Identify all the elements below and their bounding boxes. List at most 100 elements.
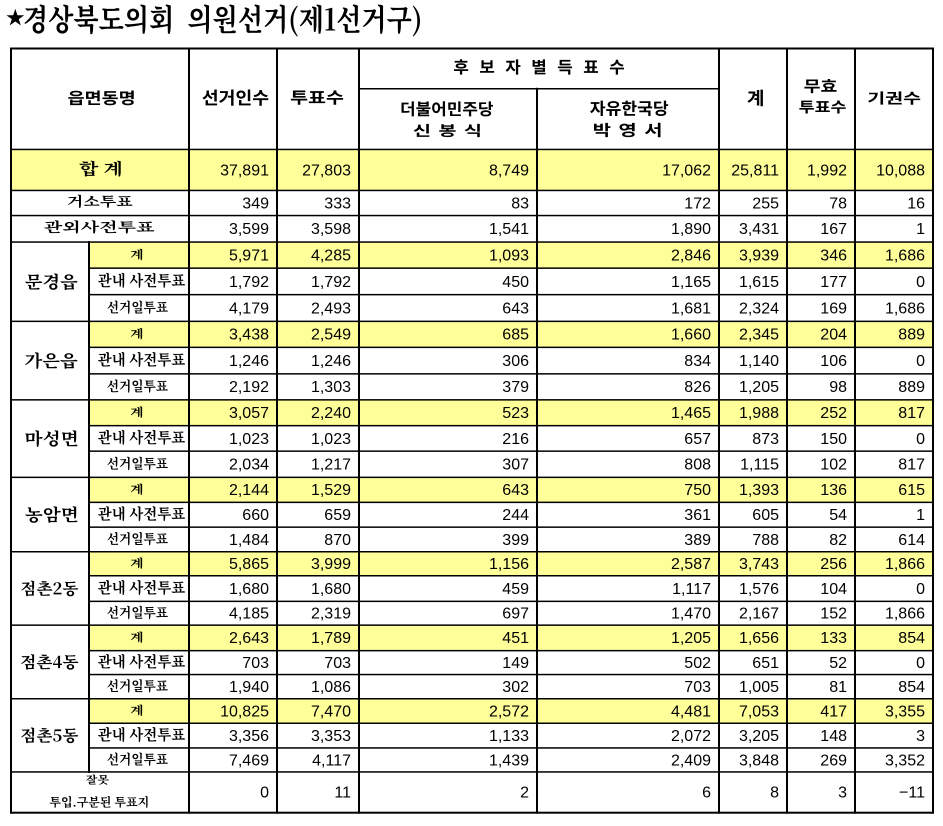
svg-text:169: 169 bbox=[820, 300, 847, 317]
svg-text:2,409: 2,409 bbox=[671, 752, 711, 769]
svg-text:346: 346 bbox=[820, 248, 847, 265]
svg-text:4,285: 4,285 bbox=[311, 248, 351, 265]
svg-text:854: 854 bbox=[898, 630, 925, 647]
svg-text:2,643: 2,643 bbox=[229, 630, 269, 647]
svg-text:3,598: 3,598 bbox=[311, 221, 351, 238]
svg-text:643: 643 bbox=[502, 300, 529, 317]
svg-text:1,205: 1,205 bbox=[671, 630, 711, 647]
svg-text:104: 104 bbox=[820, 581, 847, 598]
svg-text:651: 651 bbox=[752, 655, 779, 672]
svg-text:750: 750 bbox=[684, 482, 711, 499]
svg-text:1,165: 1,165 bbox=[671, 274, 711, 291]
svg-text:102: 102 bbox=[820, 457, 847, 474]
svg-text:149: 149 bbox=[502, 655, 529, 672]
svg-text:37,891: 37,891 bbox=[220, 162, 269, 179]
svg-text:0: 0 bbox=[260, 785, 269, 802]
svg-text:2,572: 2,572 bbox=[489, 703, 529, 720]
svg-text:1,023: 1,023 bbox=[229, 431, 269, 448]
svg-text:1,686: 1,686 bbox=[885, 300, 925, 317]
svg-text:2,034: 2,034 bbox=[229, 457, 269, 474]
svg-text:133: 133 bbox=[820, 630, 847, 647]
svg-text:106: 106 bbox=[820, 353, 847, 370]
svg-text:3,355: 3,355 bbox=[885, 703, 925, 720]
svg-text:1,992: 1,992 bbox=[807, 162, 847, 179]
svg-text:4,481: 4,481 bbox=[671, 703, 711, 720]
svg-text:643: 643 bbox=[502, 482, 529, 499]
svg-text:1,133: 1,133 bbox=[489, 728, 529, 745]
svg-text:389: 389 bbox=[684, 532, 711, 549]
svg-text:1,681: 1,681 bbox=[671, 300, 711, 317]
svg-text:4,117: 4,117 bbox=[312, 752, 351, 769]
svg-text:150: 150 bbox=[820, 431, 847, 448]
svg-text:450: 450 bbox=[502, 274, 529, 291]
svg-text:417: 417 bbox=[820, 703, 847, 720]
svg-text:3,431: 3,431 bbox=[739, 221, 779, 238]
svg-text:82: 82 bbox=[829, 532, 847, 549]
svg-text:52: 52 bbox=[829, 655, 847, 672]
svg-text:703: 703 bbox=[242, 655, 269, 672]
svg-text:0: 0 bbox=[916, 274, 925, 291]
svg-text:660: 660 bbox=[242, 507, 269, 524]
svg-text:703: 703 bbox=[324, 655, 351, 672]
svg-text:10,088: 10,088 bbox=[876, 162, 925, 179]
svg-text:615: 615 bbox=[898, 482, 925, 499]
svg-text:1,866: 1,866 bbox=[885, 556, 925, 573]
svg-text:4,179: 4,179 bbox=[229, 300, 269, 317]
svg-text:1: 1 bbox=[916, 221, 925, 238]
svg-text:1,470: 1,470 bbox=[671, 606, 711, 623]
svg-text:1: 1 bbox=[916, 507, 925, 524]
svg-text:1,246: 1,246 bbox=[229, 353, 269, 370]
svg-text:1,005: 1,005 bbox=[739, 679, 779, 696]
svg-text:870: 870 bbox=[324, 532, 351, 549]
svg-text:2,587: 2,587 bbox=[671, 556, 711, 573]
svg-text:685: 685 bbox=[502, 327, 529, 344]
svg-text:2: 2 bbox=[520, 785, 529, 802]
svg-text:10,825: 10,825 bbox=[220, 703, 269, 720]
svg-text:83: 83 bbox=[511, 195, 529, 212]
svg-text:399: 399 bbox=[502, 532, 529, 549]
svg-text:302: 302 bbox=[502, 679, 529, 696]
svg-text:1,866: 1,866 bbox=[885, 606, 925, 623]
svg-text:459: 459 bbox=[502, 581, 529, 598]
svg-text:1,529: 1,529 bbox=[311, 482, 351, 499]
svg-text:361: 361 bbox=[684, 507, 711, 524]
svg-text:148: 148 bbox=[820, 728, 847, 745]
svg-text:1,439: 1,439 bbox=[489, 752, 529, 769]
svg-text:889: 889 bbox=[898, 379, 925, 396]
svg-text:889: 889 bbox=[898, 327, 925, 344]
svg-text:54: 54 bbox=[829, 507, 847, 524]
svg-text:3,352: 3,352 bbox=[885, 752, 925, 769]
svg-text:657: 657 bbox=[684, 431, 711, 448]
svg-text:1,615: 1,615 bbox=[739, 274, 779, 291]
svg-text:5,971: 5,971 bbox=[229, 248, 269, 265]
svg-text:1,686: 1,686 bbox=[885, 248, 925, 265]
svg-text:502: 502 bbox=[684, 655, 711, 672]
svg-text:0: 0 bbox=[916, 431, 925, 448]
svg-text:98: 98 bbox=[829, 379, 847, 396]
svg-text:451: 451 bbox=[502, 630, 529, 647]
svg-text:0: 0 bbox=[916, 353, 925, 370]
svg-text:1,303: 1,303 bbox=[311, 379, 351, 396]
svg-text:1,940: 1,940 bbox=[229, 679, 269, 696]
svg-text:703: 703 bbox=[684, 679, 711, 696]
svg-text:1,086: 1,086 bbox=[311, 679, 351, 696]
svg-text:0: 0 bbox=[916, 655, 925, 672]
svg-text:25,811: 25,811 bbox=[731, 162, 779, 179]
svg-text:659: 659 bbox=[324, 507, 351, 524]
svg-text:3,205: 3,205 bbox=[739, 728, 779, 745]
svg-text:2,144: 2,144 bbox=[229, 482, 269, 499]
svg-text:8,749: 8,749 bbox=[489, 162, 529, 179]
svg-text:1,988: 1,988 bbox=[739, 405, 779, 422]
svg-text:3,599: 3,599 bbox=[229, 221, 269, 238]
svg-text:252: 252 bbox=[820, 405, 847, 422]
svg-text:2,549: 2,549 bbox=[311, 327, 351, 344]
svg-text:177: 177 bbox=[820, 274, 847, 291]
svg-text:172: 172 bbox=[684, 195, 711, 212]
svg-text:333: 333 bbox=[324, 195, 351, 212]
svg-text:7,053: 7,053 bbox=[739, 703, 779, 720]
svg-text:6: 6 bbox=[702, 785, 711, 802]
svg-text:136: 136 bbox=[820, 482, 847, 499]
svg-text:1,115: 1,115 bbox=[740, 457, 779, 474]
svg-text:1,140: 1,140 bbox=[739, 353, 779, 370]
svg-text:1,023: 1,023 bbox=[311, 431, 351, 448]
